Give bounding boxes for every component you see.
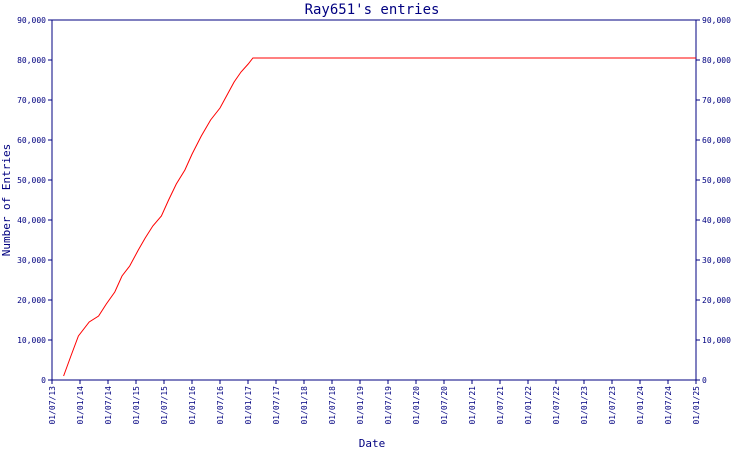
y-tick-label: 10,000 — [17, 336, 46, 345]
x-tick-label: 01/07/24 — [664, 386, 673, 425]
y-axis-left: 0 10,000 20,000 30,000 40,000 50,000 60,000 70,… — [17, 16, 52, 385]
x-tick-label: 01/01/21 — [468, 386, 477, 425]
x-axis: 01/07/13 01/01/14 01/07/14 01/01/15 01/07/15… — [48, 380, 701, 425]
y-axis-right: 0 10,000 20,000 30,000 40,000 50,000 60,000 70,… — [696, 16, 731, 385]
x-tick-label: 01/07/17 — [272, 386, 281, 425]
x-tick-label: 01/07/21 — [496, 386, 505, 425]
plot-border — [51, 19, 697, 381]
x-tick-label: 01/07/22 — [552, 386, 561, 425]
y-tick-label-right: 30,000 — [702, 256, 731, 265]
x-tick-label: 01/01/16 — [188, 386, 197, 425]
x-axis-label: Date — [359, 437, 386, 450]
x-tick-label: 01/01/18 — [300, 386, 309, 425]
y-tick-label: 50,000 — [17, 176, 46, 185]
y-tick-label: 60,000 — [17, 136, 46, 145]
y-tick-label: 20,000 — [17, 296, 46, 305]
x-tick-label: 01/01/24 — [636, 386, 645, 425]
y-tick-label-right: 80,000 — [702, 56, 731, 65]
y-tick-label-right: 40,000 — [702, 216, 731, 225]
chart-title: Ray651's entries — [305, 2, 440, 18]
x-tick-label: 01/01/20 — [412, 386, 421, 425]
y-axis-label: Number of Entries — [0, 144, 13, 257]
series-layer — [63, 57, 696, 377]
x-tick-label: 01/07/18 — [328, 386, 337, 425]
y-tick-label-right: 60,000 — [702, 136, 731, 145]
x-tick-label: 01/07/14 — [104, 386, 113, 425]
y-tick-label-right: 10,000 — [702, 336, 731, 345]
x-tick-label: 01/01/23 — [580, 386, 589, 425]
x-tick-label: 01/07/13 — [48, 386, 57, 425]
series-line-0 — [63, 57, 696, 377]
x-tick-label: 01/01/15 — [132, 386, 141, 425]
y-tick-label-right: 0 — [702, 376, 707, 385]
y-tick-label: 80,000 — [17, 56, 46, 65]
y-tick-label: 0 — [41, 376, 46, 385]
plot-frame — [51, 19, 697, 381]
y-tick-label: 30,000 — [17, 256, 46, 265]
y-tick-label: 70,000 — [17, 96, 46, 105]
x-tick-label: 01/01/22 — [524, 386, 533, 425]
x-tick-label: 01/07/20 — [440, 386, 449, 425]
y-tick-label: 40,000 — [17, 216, 46, 225]
x-tick-label: 01/07/19 — [384, 386, 393, 425]
y-tick-label-right: 70,000 — [702, 96, 731, 105]
y-tick-label-right: 20,000 — [702, 296, 731, 305]
x-tick-label: 01/01/25 — [692, 386, 701, 425]
y-tick-label-right: 50,000 — [702, 176, 731, 185]
x-tick-label: 01/01/14 — [76, 386, 85, 425]
x-tick-label: 01/01/19 — [356, 386, 365, 425]
x-tick-label: 01/07/16 — [216, 386, 225, 425]
y-tick-label-right: 90,000 — [702, 16, 731, 25]
x-tick-label: 01/01/17 — [244, 386, 253, 425]
y-tick-label: 90,000 — [17, 16, 46, 25]
x-tick-label: 01/07/23 — [608, 386, 617, 425]
x-tick-label: 01/07/15 — [160, 386, 169, 425]
